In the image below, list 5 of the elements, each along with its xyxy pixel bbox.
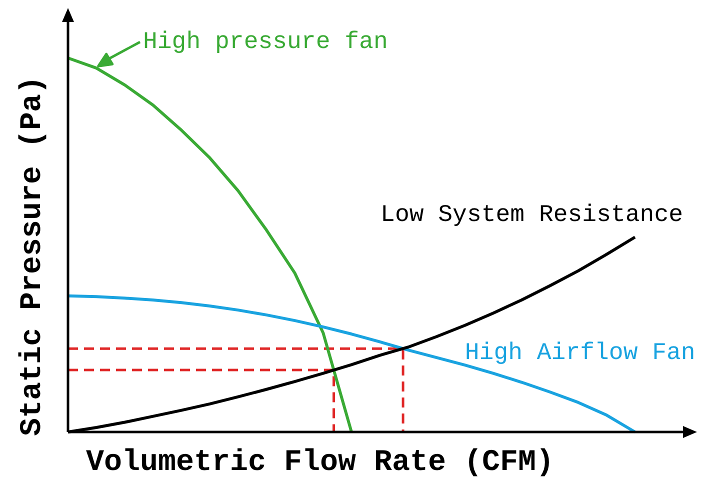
series-label: High Airflow Fan	[464, 340, 696, 368]
x-axis-title: Volumetric Flow Rate (CFM)	[86, 446, 554, 477]
legend-label: High pressure fan	[143, 29, 388, 56]
text: Low System Resistance	[380, 202, 683, 230]
y-axis-title: Static Pressure (Pa)	[16, 76, 50, 436]
